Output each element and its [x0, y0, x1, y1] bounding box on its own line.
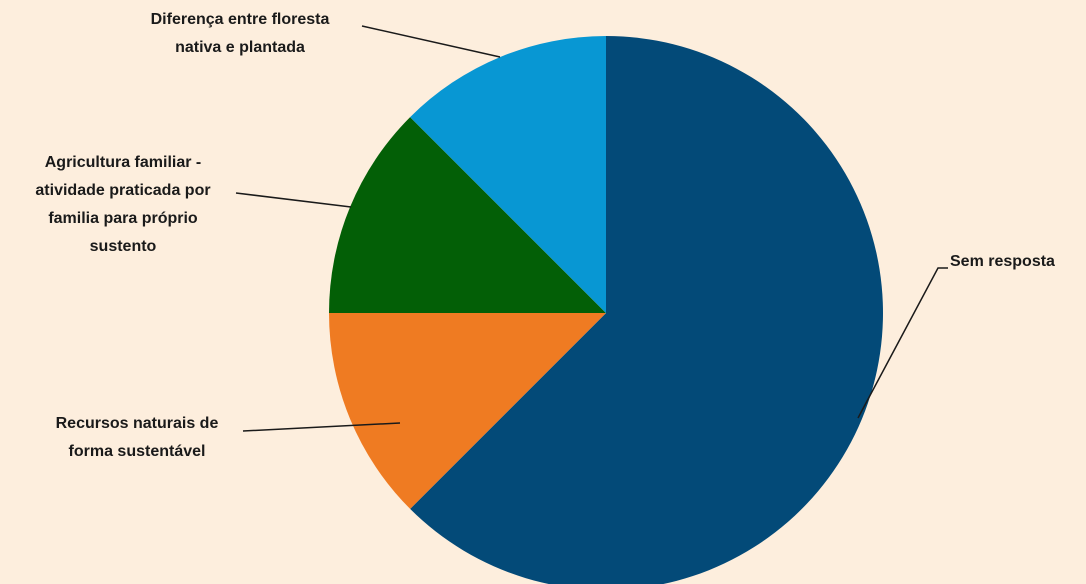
- slice-label-line: Diferença entre floresta: [151, 11, 330, 28]
- slice-label-2: Recursos naturais de forma sustentável: [56, 415, 219, 460]
- leader-line-4: [361, 25, 501, 58]
- pie-slice-2: [329, 313, 606, 509]
- slice-label-line: atividade praticada por: [35, 182, 210, 199]
- slice-label-4: Diferença entre floresta nativa e plantad…: [151, 11, 330, 56]
- slice-label-line: Agricultura familiar -: [45, 154, 201, 171]
- leader-line-1: [857, 267, 948, 419]
- leader-line-3: [235, 192, 352, 208]
- slice-label-line: familia para próprio: [48, 210, 198, 227]
- slice-label-line: forma sustentável: [69, 443, 206, 460]
- pie-slice-1: [410, 36, 883, 584]
- slice-label-line: nativa e plantada: [175, 39, 305, 56]
- slice-label-line: Recursos naturais de: [56, 415, 219, 432]
- pie-slice-4: [410, 36, 606, 313]
- leader-line-2: [242, 422, 401, 432]
- slice-label-3: Agricultura familiar - atividade praticad…: [35, 154, 210, 255]
- slice-label-line: sustento: [90, 238, 157, 255]
- slice-label-line: Sem resposta: [950, 253, 1055, 270]
- pie-slice-3: [329, 117, 606, 313]
- slice-label-1: Sem resposta: [950, 253, 1055, 270]
